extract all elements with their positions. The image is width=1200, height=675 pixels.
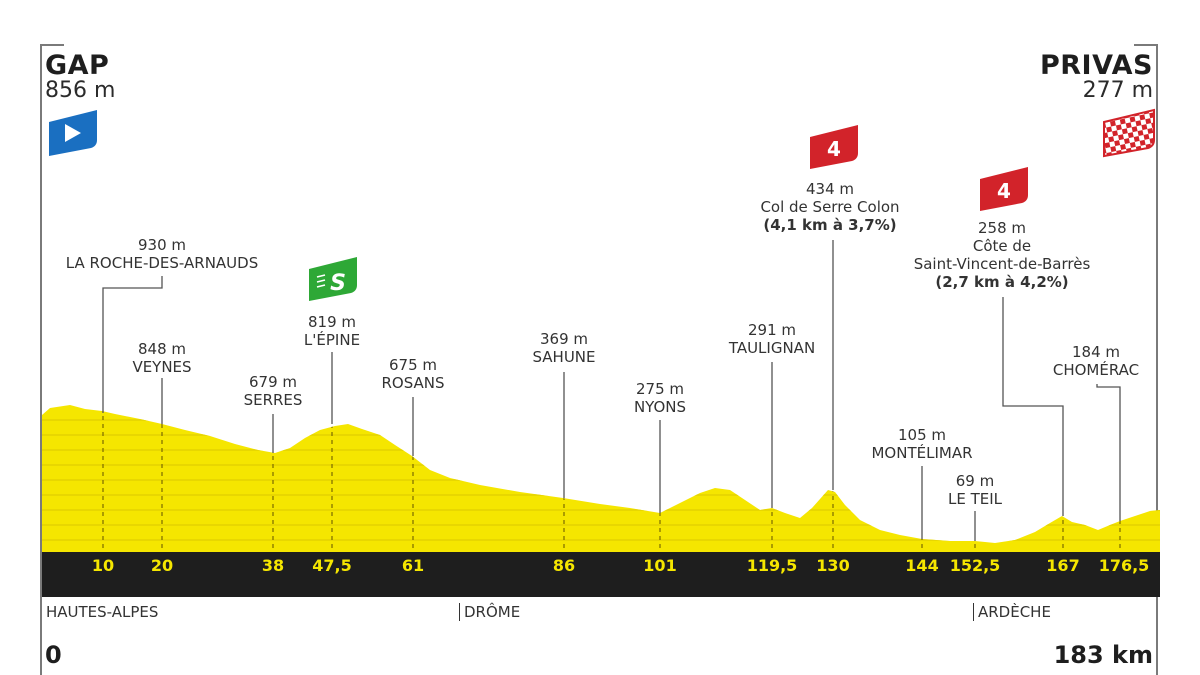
waypoint-rosans: 675 m ROSANS <box>381 356 444 392</box>
km-tick: 167 <box>1046 556 1080 575</box>
waypoint-sahune: 369 m SAHUNE <box>532 330 595 366</box>
climb-category-4-badge-icon: 4 <box>810 125 858 169</box>
km-tick: 144 <box>905 556 939 575</box>
km-tick: 38 <box>261 556 285 575</box>
km-axis-bar <box>42 552 1160 597</box>
waypoint-altitude: 930 m <box>137 236 187 254</box>
distance-total: 183 km <box>1053 641 1153 669</box>
climb-detail: (4,1 km à 3,7%) <box>763 216 897 234</box>
waypoint-la-roche-des-arnauds: 930 m LA ROCHE-DES-ARNAUDS <box>66 236 258 272</box>
waypoint-name: VEYNES <box>132 358 192 376</box>
waypoint-altitude: 275 m <box>635 380 684 398</box>
waypoint-chomerac: 184 m CHOMÉRAC <box>1053 343 1139 379</box>
start-flag-icon <box>49 110 97 156</box>
department-drome: DRÔME <box>459 603 520 621</box>
waypoint-le-teil: 69 m LE TEIL <box>948 472 1002 508</box>
waypoint-cote-de-saint-vincent-de-barres: 258 m Côte de Saint-Vincent-de-Barrès (2… <box>914 219 1091 291</box>
waypoint-altitude: 69 m <box>955 472 995 490</box>
km-tick: 47,5 <box>312 556 352 575</box>
climb-detail: (2,7 km à 4,2%) <box>935 273 1069 291</box>
waypoint-name: CHOMÉRAC <box>1052 361 1140 379</box>
start-altitude: 856 m <box>45 78 116 103</box>
waypoint-altitude: 679 m <box>248 373 297 391</box>
waypoint-serres: 679 m SERRES <box>244 373 303 409</box>
svg-text:S: S <box>330 271 346 296</box>
distance-start: 0 <box>45 641 62 669</box>
department-hautes-alpes: HAUTES-ALPES <box>46 603 159 621</box>
km-tick: 119,5 <box>746 556 798 575</box>
leader-lines <box>102 240 1121 541</box>
km-tick: 130 <box>816 556 850 575</box>
km-tick: 20 <box>150 556 174 575</box>
waypoint-altitude: 848 m <box>137 340 186 358</box>
waypoint-name: SERRES <box>243 391 303 409</box>
waypoint-l-epine: 819 m L'ÉPINE <box>304 313 360 349</box>
svg-text:4: 4 <box>997 179 1011 203</box>
waypoint-altitude: 105 m <box>897 426 947 444</box>
waypoint-altitude: 291 m <box>747 321 797 339</box>
waypoint-name: TAULIGNAN <box>728 339 816 357</box>
waypoint-veynes: 848 m VEYNES <box>132 340 191 376</box>
waypoint-name: NYONS <box>633 398 687 416</box>
waypoint-name: LE TEIL <box>947 490 1003 508</box>
frame-left-border <box>40 44 64 675</box>
waypoint-nyons: 275 m NYONS <box>634 380 686 416</box>
checkered-finish-flag-icon <box>1103 108 1155 158</box>
waypoint-altitude: 258 m <box>977 219 1026 237</box>
km-tick: 61 <box>401 556 425 575</box>
frame-right-border <box>1134 44 1158 675</box>
waypoint-montelimar: 105 m MONTÉLIMAR <box>871 426 972 462</box>
waypoint-name: L'ÉPINE <box>303 331 361 349</box>
km-tick: 101 <box>643 556 677 575</box>
km-tick: 176,5 <box>1098 556 1150 575</box>
km-tick: 152,5 <box>949 556 1001 575</box>
department-ardeche: ARDÈCHE <box>973 603 1051 621</box>
waypoint-name: LA ROCHE-DES-ARNAUDS <box>65 254 259 272</box>
start-city: GAP <box>45 50 110 81</box>
waypoint-altitude: 184 m <box>1071 343 1121 361</box>
waypoint-altitude: 819 m <box>307 313 357 331</box>
waypoint-name: ROSANS <box>381 374 445 392</box>
intermediate-sprint-badge-icon: S <box>309 257 357 301</box>
finish-altitude: 277 m <box>1082 78 1153 103</box>
waypoint-name: Col de Serre Colon <box>760 198 900 216</box>
finish-city: PRIVAS <box>1039 50 1153 81</box>
waypoint-name: MONTÉLIMAR <box>871 444 973 462</box>
svg-text:4: 4 <box>827 137 841 161</box>
waypoint-name-line1: Côte de <box>972 237 1032 255</box>
waypoint-altitude: 675 m <box>388 356 438 374</box>
waypoint-col-de-serre-colon: 434 m Col de Serre Colon (4,1 km à 3,7%) <box>760 180 899 234</box>
km-tick: 10 <box>91 556 115 575</box>
waypoint-taulignan: 291 m TAULIGNAN <box>729 321 815 357</box>
km-tick: 86 <box>552 556 576 575</box>
climb-category-4-badge-icon: 4 <box>980 167 1028 211</box>
waypoint-name: SAHUNE <box>532 348 596 366</box>
waypoint-altitude: 369 m <box>539 330 588 348</box>
waypoint-name: Saint-Vincent-de-Barrès <box>913 255 1091 273</box>
waypoint-altitude: 434 m <box>805 180 855 198</box>
